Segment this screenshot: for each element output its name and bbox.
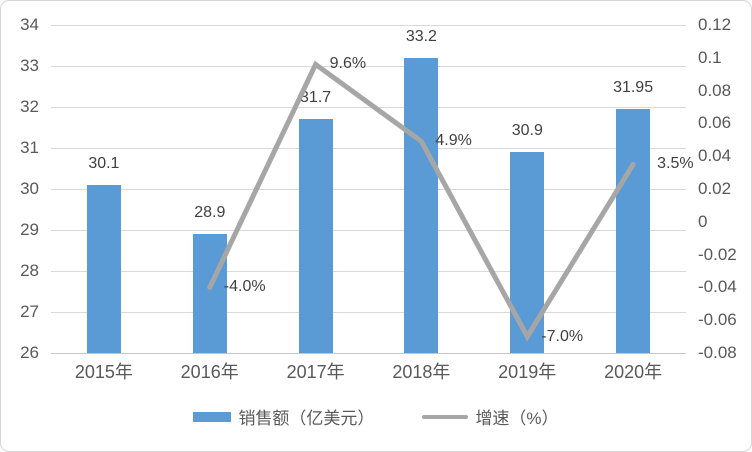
x-axis-label: 2016年 — [180, 362, 239, 382]
left-axis-tick: 28 — [20, 261, 39, 280]
bar-value-label: 30.9 — [511, 122, 543, 140]
bar-2015年 — [86, 184, 121, 353]
left-axis-tick: 32 — [20, 97, 39, 116]
gridline — [51, 25, 686, 26]
left-axis-tick: 31 — [20, 138, 39, 157]
bar-value-label: 31.7 — [300, 89, 332, 107]
legend-item-growth: 增速（%） — [422, 404, 559, 429]
legend-label-sales: 销售额（亿美元） — [238, 409, 375, 428]
x-axis-label: 2019年 — [498, 362, 557, 382]
bar-2016年 — [192, 234, 227, 353]
left-axis-tick: 30 — [20, 179, 39, 198]
right-axis-tick: -0.06 — [698, 310, 737, 330]
bar-value-label: 28.9 — [194, 204, 226, 222]
x-axis-label: 2018年 — [392, 362, 451, 382]
bar-value-label: 33.2 — [405, 27, 437, 45]
left-axis-tick: 33 — [20, 56, 39, 75]
gridline — [51, 271, 686, 272]
legend-label-growth: 增速（%） — [475, 409, 559, 428]
x-axis-label: 2020年 — [604, 362, 663, 382]
line-value-label: 3.5% — [657, 155, 694, 173]
line-value-label: -4.0% — [223, 278, 266, 296]
right-axis-tick: 0.12 — [698, 15, 732, 34]
bar-2018年 — [404, 57, 439, 353]
legend-item-sales: 销售额（亿美元） — [193, 404, 374, 429]
left-axis-tick: 29 — [20, 220, 39, 239]
right-axis-tick: 0.02 — [698, 179, 732, 198]
gridline — [51, 189, 686, 190]
x-axis-label: 2015年 — [74, 362, 133, 382]
gridline — [51, 230, 686, 231]
right-axis-tick: 0.06 — [698, 113, 732, 133]
right-axis-tick: 0.08 — [698, 80, 732, 100]
legend: 销售额（亿美元） 增速（%） — [1, 404, 751, 429]
gridline — [51, 107, 686, 108]
right-axis-tick: 0.1 — [698, 47, 722, 67]
right-axis-tick: -0.08 — [698, 343, 737, 362]
bar-2017年 — [298, 119, 333, 353]
line-series-swatch-icon — [422, 414, 469, 419]
bar-2019年 — [510, 152, 545, 353]
left-axis-tick: 26 — [20, 343, 39, 362]
x-axis-label: 2017年 — [286, 362, 345, 382]
right-axis-tick: 0.04 — [698, 146, 732, 166]
gridline — [51, 148, 686, 149]
left-axis-tick: 27 — [20, 302, 39, 321]
left-axis-tick: 34 — [20, 15, 39, 34]
bar-value-label: 31.95 — [613, 79, 654, 97]
gridline — [51, 353, 686, 354]
gridline — [51, 66, 686, 67]
right-axis-tick: 0 — [698, 211, 708, 231]
right-axis-tick: -0.02 — [698, 244, 737, 264]
bar-series-swatch-icon — [193, 411, 232, 422]
gridline — [51, 312, 686, 313]
line-value-label: 4.9% — [435, 132, 472, 150]
bar-value-label: 30.1 — [88, 154, 120, 172]
right-axis-tick: -0.04 — [698, 277, 737, 297]
line-value-label: -7.0% — [541, 327, 584, 345]
line-value-label: 9.6% — [329, 55, 367, 73]
bar-2020年 — [616, 109, 651, 353]
